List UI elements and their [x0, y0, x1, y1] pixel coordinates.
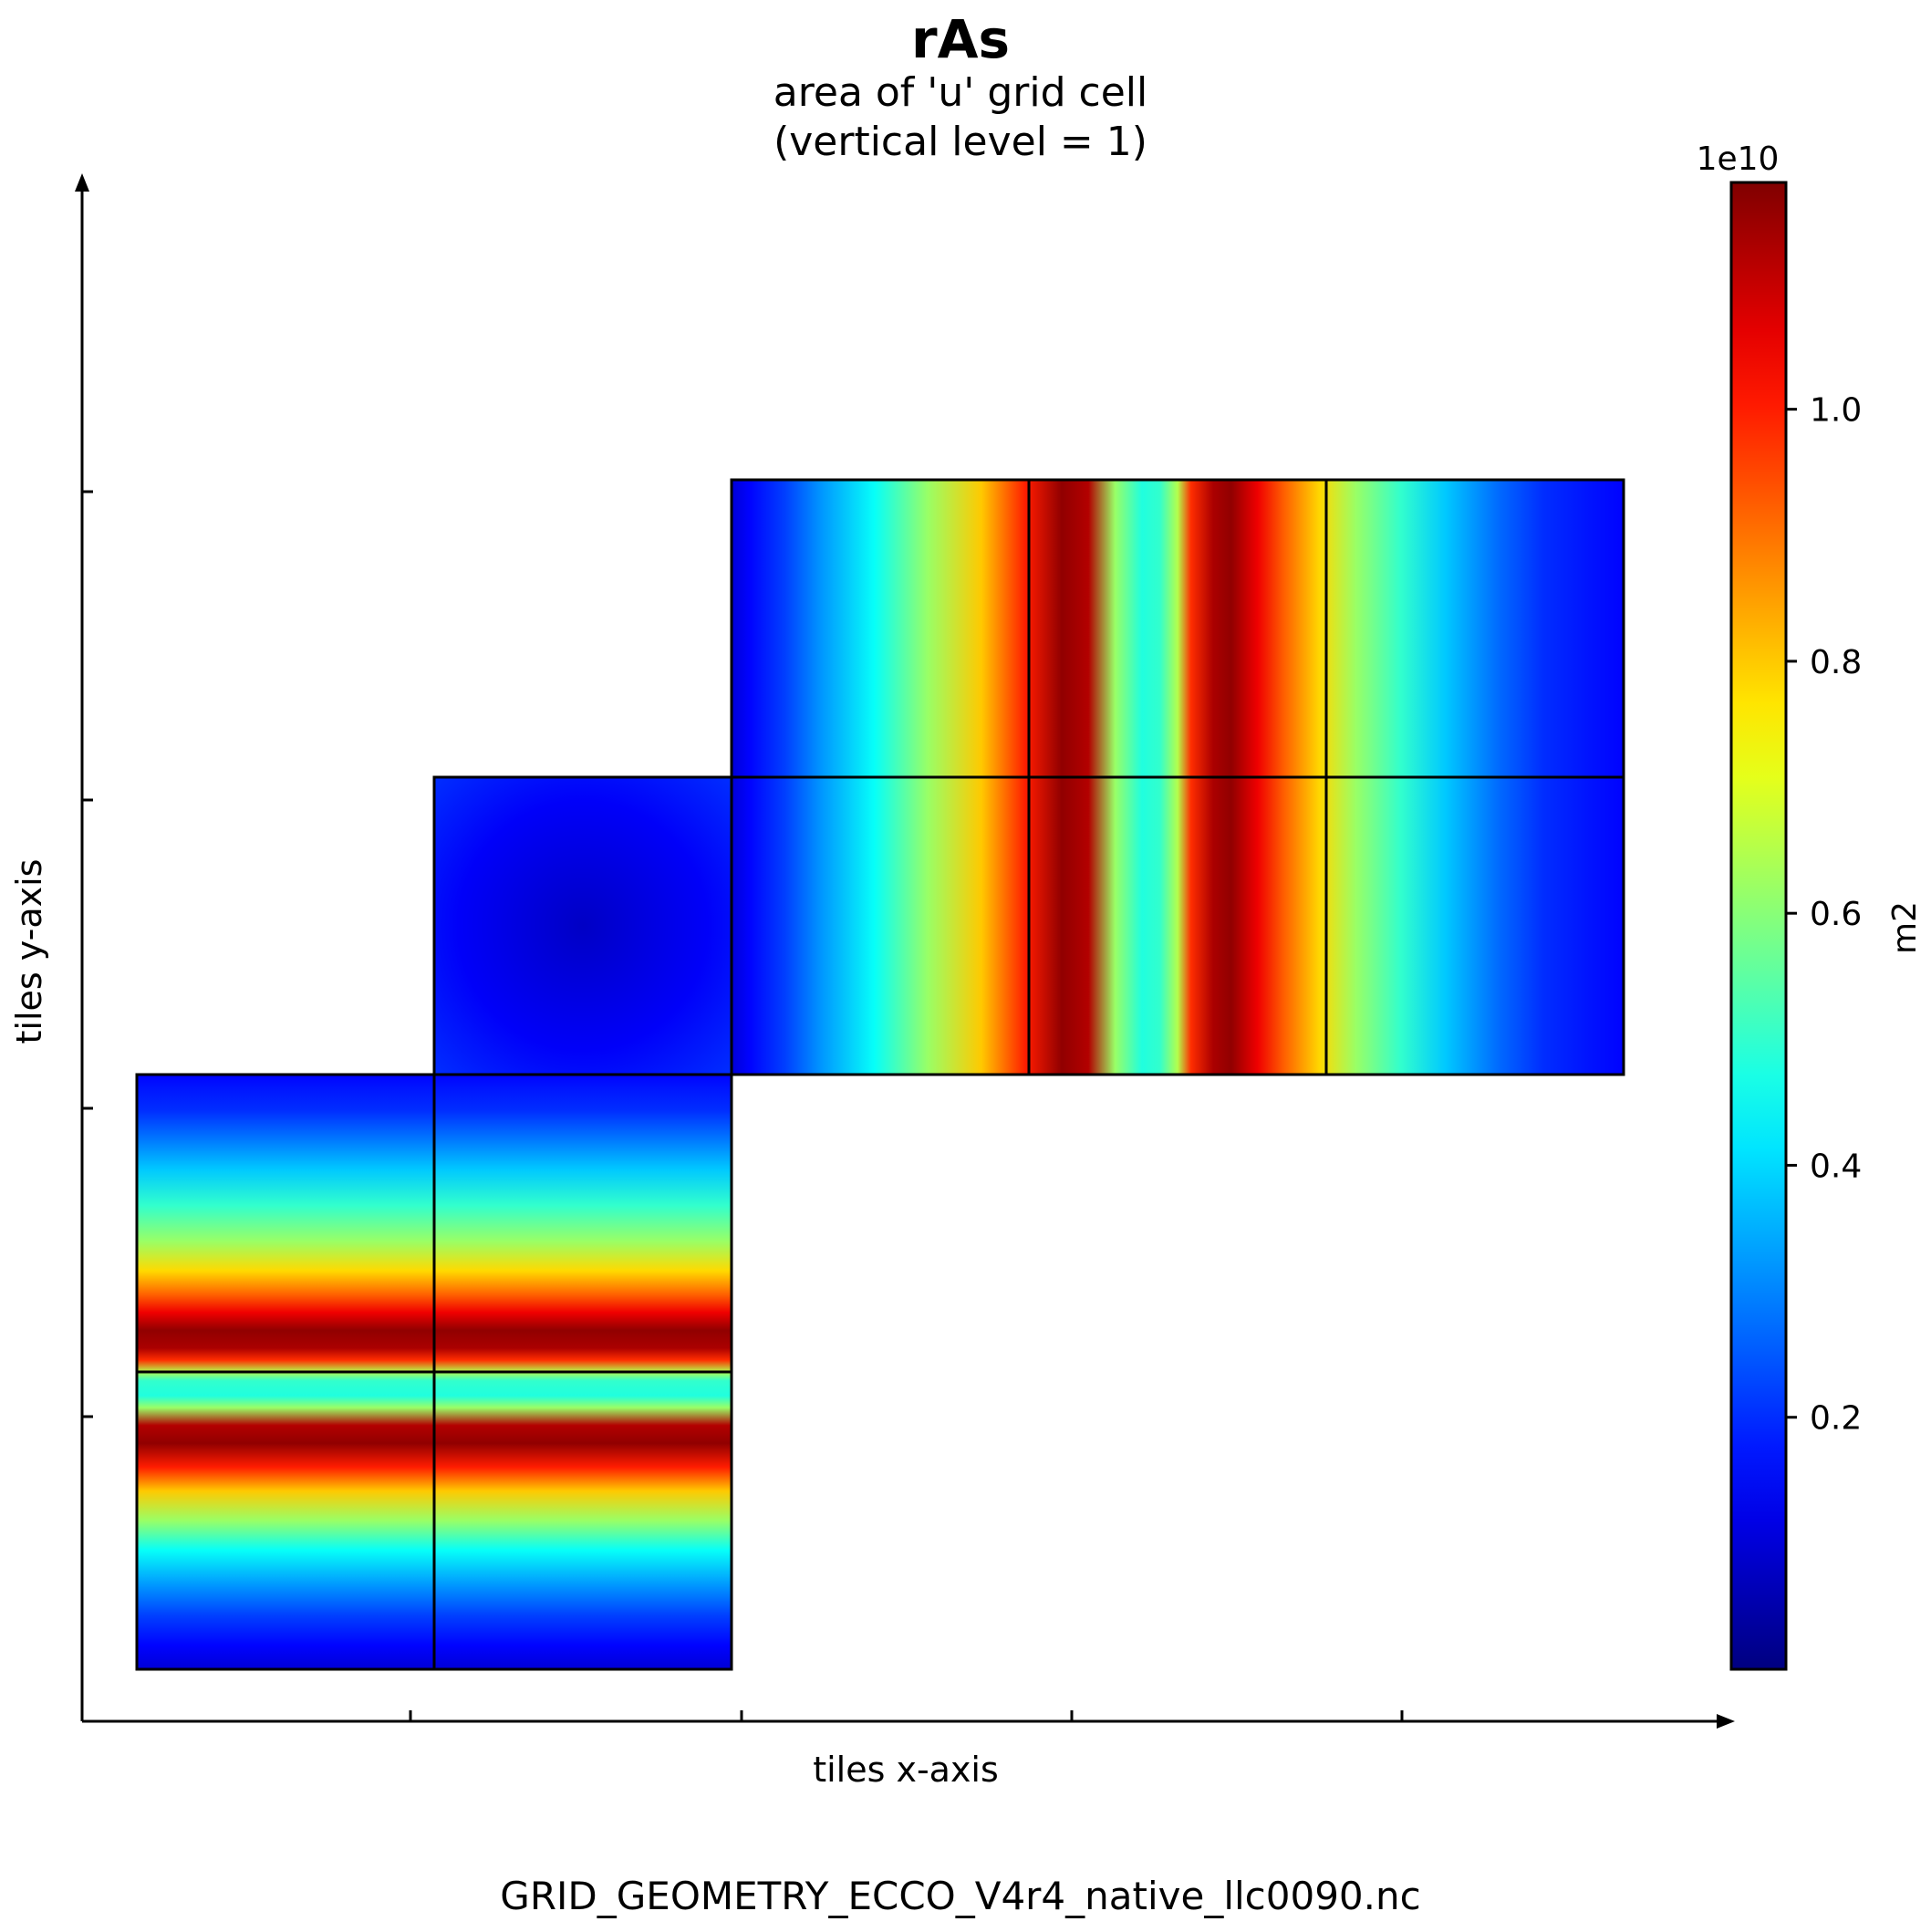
tile-10 [1029, 480, 1326, 777]
colorbar-tick-label-5: 1.0 [1810, 392, 1862, 430]
y-axis-label: tiles y-axis [9, 859, 49, 1044]
tile-5 [434, 777, 732, 1075]
colorbar-gradient [1729, 181, 1788, 1671]
axes [75, 173, 1735, 1729]
tile-border-11 [1324, 478, 1625, 779]
colorbar: 0.2 0.4 0.6 0.8 1.0 [1729, 181, 1862, 1671]
tile-11 [1326, 480, 1624, 777]
tile-7 [1029, 777, 1326, 1075]
tile-4 [434, 1075, 732, 1372]
tile-8 [1326, 777, 1624, 1075]
chart-title: rAs [911, 8, 1010, 70]
tile-mosaic [135, 478, 1625, 1671]
tile-6 [732, 777, 1029, 1075]
tile-1 [137, 1372, 434, 1669]
x-axis-label: tiles x-axis [813, 1750, 999, 1790]
tile-2 [434, 1372, 732, 1669]
colorbar-label: m2 [1886, 901, 1924, 954]
colorbar-tick-label-4: 0.8 [1810, 644, 1862, 681]
x-axis-arrow [1717, 1714, 1735, 1729]
colorbar-tick-label-3: 0.6 [1810, 896, 1862, 933]
tile-9 [732, 480, 1029, 777]
colorbar-tick-label-1: 0.2 [1810, 1400, 1862, 1438]
axis-ticks [82, 490, 1404, 1721]
chart-subtitle-line-2: (vertical level = 1) [773, 119, 1147, 165]
footer-filename: GRID_GEOMETRY_ECCO_V4r4_native_llc0090.n… [500, 1874, 1420, 1918]
tile-3 [137, 1075, 434, 1372]
colorbar-tick-label-2: 0.4 [1810, 1148, 1862, 1185]
colorbar-multiplier: 1e10 [1697, 140, 1780, 178]
y-axis-arrow [75, 173, 89, 192]
chart-subtitle-line-1: area of 'u' grid cell [773, 69, 1147, 116]
